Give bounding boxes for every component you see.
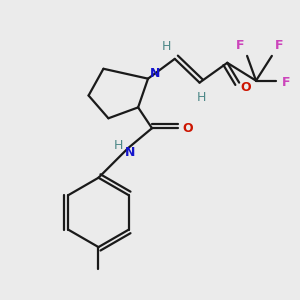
Text: N: N bbox=[125, 146, 135, 160]
Text: H: H bbox=[197, 91, 206, 104]
Text: F: F bbox=[281, 76, 290, 89]
Text: O: O bbox=[241, 81, 251, 94]
Text: H: H bbox=[114, 139, 123, 152]
Text: F: F bbox=[274, 40, 283, 52]
Text: O: O bbox=[182, 122, 193, 135]
Text: H: H bbox=[162, 40, 172, 53]
Text: F: F bbox=[236, 40, 244, 52]
Text: N: N bbox=[150, 67, 160, 80]
